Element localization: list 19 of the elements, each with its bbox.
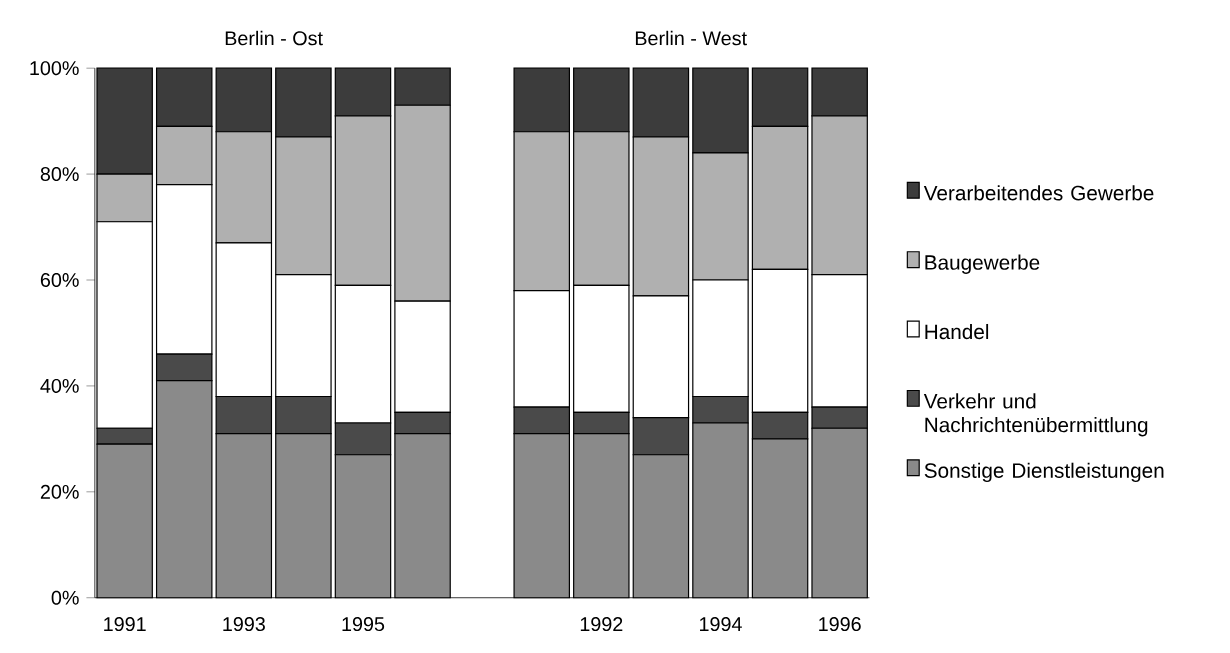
legend-label: Sonstige Dienstleistungen (924, 462, 1164, 483)
x-tick-label: 1991 (104, 617, 146, 632)
legend-label: Handel (925, 323, 989, 340)
y-tick-label: 80% (40, 167, 79, 182)
text: Berlin - West (635, 30, 747, 46)
legend-label: Baugewerbe (925, 254, 1040, 274)
legend-label: Verarbeitendes Gewerbe (923, 185, 1154, 201)
text: Berlin - Ost (225, 30, 323, 46)
x-tick-label: 1993 (223, 617, 265, 632)
x-tick-label: 1994 (700, 617, 742, 632)
y-tick-label: 100% (30, 61, 79, 76)
x-tick-label: 1995 (342, 617, 385, 632)
y-tick-label: 0% (51, 590, 79, 605)
x-tick-label: 1992 (580, 617, 623, 632)
legend-label: Verkehr und Nachrichtenübermittlung (923, 393, 1148, 437)
y-tick-label: 20% (40, 484, 79, 499)
y-tick-label: 60% (40, 272, 79, 287)
x-tick-label: 1996 (819, 617, 861, 632)
y-tick-label: 40% (40, 378, 79, 393)
